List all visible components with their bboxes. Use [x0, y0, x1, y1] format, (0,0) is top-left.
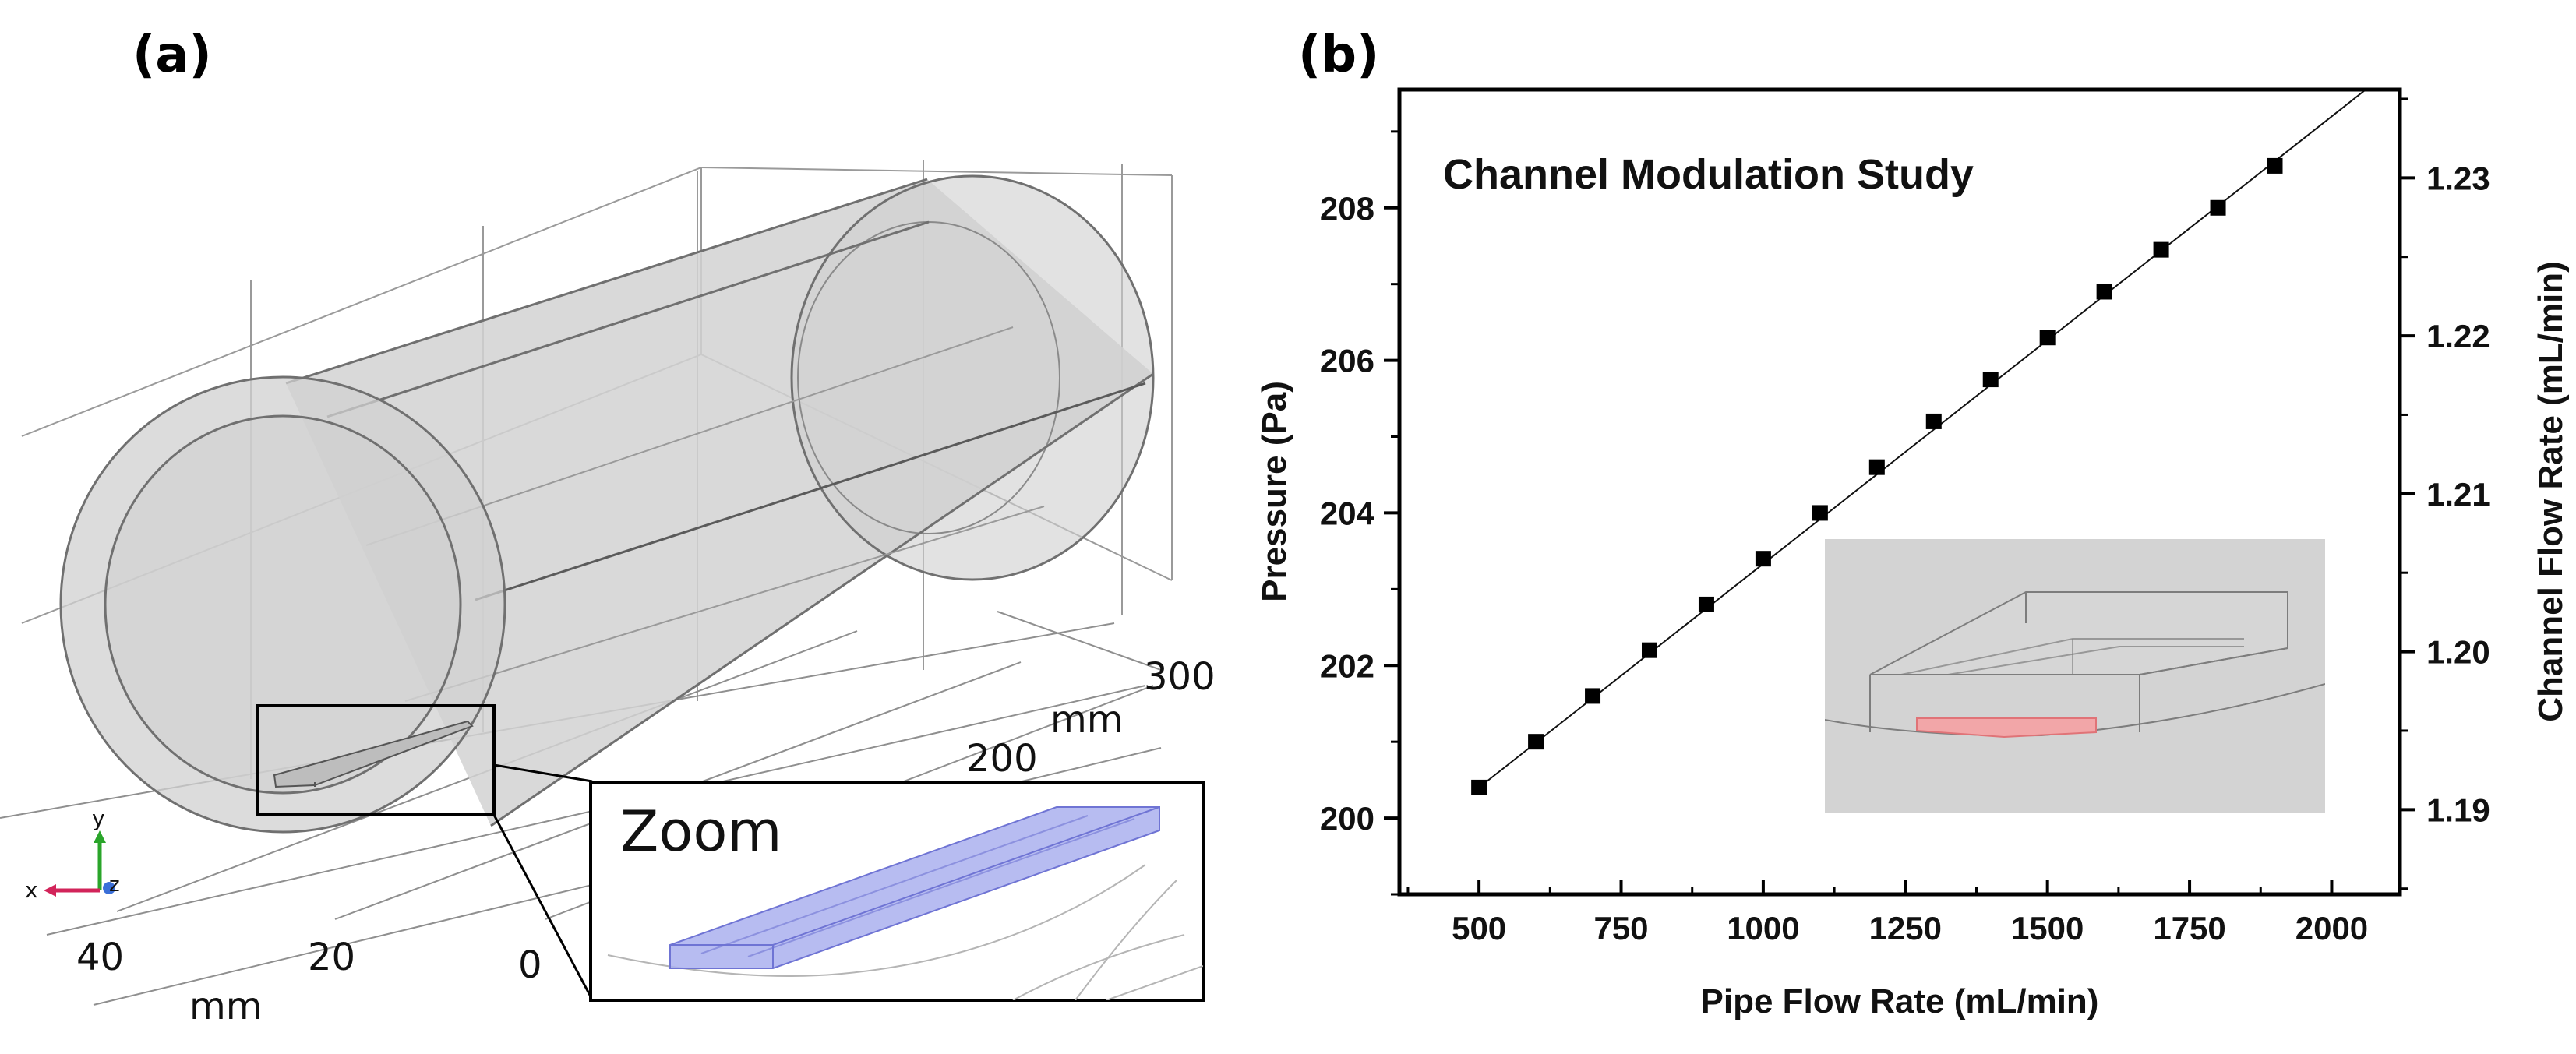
y2-axis-title: Channel Flow Rate (mL/min) [2532, 261, 2570, 722]
data-point [1642, 642, 1657, 658]
chart-title: Channel Modulation Study [1443, 151, 1974, 198]
data-point [2039, 330, 2056, 346]
width-unit: mm [189, 985, 263, 1028]
depth-tick-200: 200 [966, 737, 1038, 781]
depth-unit: mm [1050, 698, 1124, 742]
channel-small [273, 720, 474, 788]
x-tick-label-1000: 1000 [1727, 910, 1799, 946]
triad-y-label: y [92, 805, 105, 831]
y-tick-label-208: 208 [1320, 190, 1374, 227]
triad-x-label: x [25, 877, 38, 903]
y-tick-label-200: 200 [1320, 800, 1374, 837]
data-point [1925, 413, 1942, 429]
x-tick-label-500: 500 [1452, 910, 1506, 946]
inset-highlight-region [1916, 717, 2097, 739]
width-tick-40: 40 [76, 936, 124, 979]
x-tick-label-750: 750 [1593, 910, 1648, 946]
y2-tick-label-1: 1.20 [2426, 634, 2490, 671]
data-point [1471, 779, 1487, 795]
data-points [1471, 157, 2283, 795]
zoom-connector-top [493, 763, 593, 783]
zoom-connector-bottom [492, 814, 594, 1000]
data-point [1698, 596, 1714, 612]
panel-a: (a) [0, 26, 1216, 1028]
data-point [2153, 241, 2169, 258]
plot-frame [1397, 87, 2402, 897]
width-tick-20: 20 [308, 936, 355, 979]
data-point [1982, 372, 1999, 388]
data-point [2096, 284, 2112, 300]
x-tick-label-1750: 1750 [2153, 910, 2225, 946]
zoom-panel: Zoom [589, 781, 1205, 1002]
tick-labels: 500 750 1000 1250 1500 1750 2000 200 202 204 206 20… [1320, 160, 2490, 946]
depth-tick-300: 300 [1144, 655, 1216, 699]
y2-tick-label-2: 1.21 [2426, 476, 2490, 513]
x-tick-label-1500: 1500 [2011, 910, 2084, 946]
triad-z-label: z [109, 873, 120, 897]
y2-tick-label-4: 1.23 [2426, 160, 2490, 196]
data-point [2267, 157, 2283, 174]
x-tick-label-1250: 1250 [1869, 910, 1942, 946]
data-point [1528, 734, 1544, 750]
data-point [1868, 459, 1885, 475]
data-point [1755, 551, 1771, 567]
data-point [2210, 199, 2226, 216]
panel-a-label: (a) [132, 26, 212, 84]
x-axis-title: Pipe Flow Rate (mL/min) [1701, 982, 2099, 1021]
axis-triad: y x z [25, 805, 120, 903]
y-axis-title: Pressure (Pa) [1255, 381, 1293, 602]
pipe-body [59, 174, 1155, 834]
y2-tick-label-3: 1.22 [2426, 318, 2490, 354]
inset-channel-image [1825, 539, 2325, 813]
width-tick-0: 0 [518, 943, 542, 987]
y-tick-label-202: 202 [1320, 647, 1374, 684]
zoom-label: Zoom [620, 798, 782, 864]
y-tick-label-206: 206 [1320, 343, 1374, 379]
y2-tick-label-0: 1.19 [2426, 791, 2490, 828]
data-point [1585, 688, 1601, 704]
y-tick-label-204: 204 [1320, 495, 1375, 531]
panel-b: (b) 500 750 1000 1250 1500 1750 2000 200 202 [1255, 26, 2570, 1021]
data-point [1812, 505, 1828, 521]
x-tick-label-2000: 2000 [2295, 910, 2368, 946]
zoom-region-box [256, 704, 496, 816]
panel-b-label: (b) [1298, 26, 1379, 84]
zoom-channel [669, 806, 1160, 969]
